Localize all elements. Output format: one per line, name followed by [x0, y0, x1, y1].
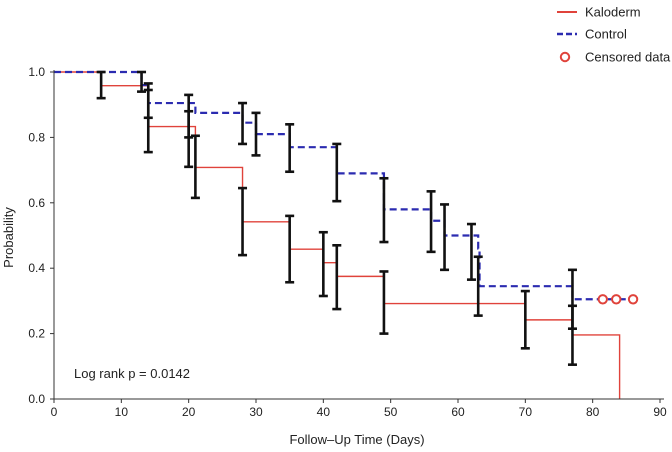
error-bar-kaloderm [520, 289, 530, 350]
y-tick-label: 0.2 [28, 327, 45, 341]
plot-area [54, 70, 639, 399]
error-bar-control [184, 93, 194, 139]
error-bar-kaloderm [332, 244, 342, 311]
legend-label: Censored data [585, 50, 671, 65]
legend-label: Kaloderm [585, 5, 641, 20]
legend-label: Control [585, 27, 627, 42]
censored-marker [627, 294, 639, 305]
x-tick-label: 70 [519, 405, 533, 419]
error-bar-control [332, 142, 342, 203]
error-bar-kaloderm [285, 214, 295, 284]
error-bar-control [251, 111, 261, 157]
error-bar-kaloderm [379, 270, 389, 335]
error-bar-control [440, 203, 450, 272]
error-bar-control [285, 123, 295, 174]
x-tick-label: 20 [182, 405, 196, 419]
x-tick-label: 10 [115, 405, 129, 419]
y-tick-label: 0.0 [28, 392, 45, 406]
y-axis-title: Probability [1, 207, 16, 268]
error-bar-control [473, 255, 483, 317]
axes: 0 10 20 30 40 50 60 70 80 90 0.0 0.2 0.4 0.6 0.8 1.0 F… [1, 65, 667, 447]
error-bar-control [379, 176, 389, 244]
error-bar-control [238, 101, 248, 146]
x-tick-label: 60 [451, 405, 465, 419]
error-bar-kaloderm [318, 230, 328, 298]
series-line-kaloderm [54, 71, 621, 399]
x-tick-label: 40 [317, 405, 331, 419]
y-ticks: 0.0 0.2 0.4 0.6 0.8 1.0 [28, 65, 54, 406]
error-bar-control [466, 222, 476, 281]
error-bar-control [426, 190, 436, 254]
error-bar-control [143, 82, 153, 120]
y-tick-label: 0.6 [28, 196, 45, 210]
error-bar-control [137, 70, 147, 93]
error-bar-kaloderm [238, 186, 248, 257]
error-bar-kaloderm [96, 70, 106, 100]
legend-swatch-censored [559, 51, 571, 63]
error-bar-control [567, 268, 577, 330]
censored-marker [597, 294, 608, 305]
x-axis-title: Follow–Up Time (Days) [289, 432, 424, 447]
y-tick-label: 0.4 [28, 261, 45, 275]
y-tick-label: 1.0 [28, 65, 45, 79]
x-tick-label: 50 [384, 405, 398, 419]
x-ticks: 0 10 20 30 40 50 60 70 80 90 [51, 399, 667, 419]
x-tick-label: 30 [249, 405, 263, 419]
log-rank-annotation: Log rank p = 0.0142 [74, 366, 190, 381]
x-tick-label: 90 [653, 405, 667, 419]
x-tick-label: 0 [51, 405, 58, 419]
legend: Kaloderm Control Censored data [557, 5, 671, 65]
error-bar-kaloderm [190, 134, 200, 200]
censored-marker [611, 294, 622, 305]
series-line-control [54, 70, 634, 301]
x-tick-label: 80 [586, 405, 600, 419]
y-tick-label: 0.8 [28, 130, 45, 144]
